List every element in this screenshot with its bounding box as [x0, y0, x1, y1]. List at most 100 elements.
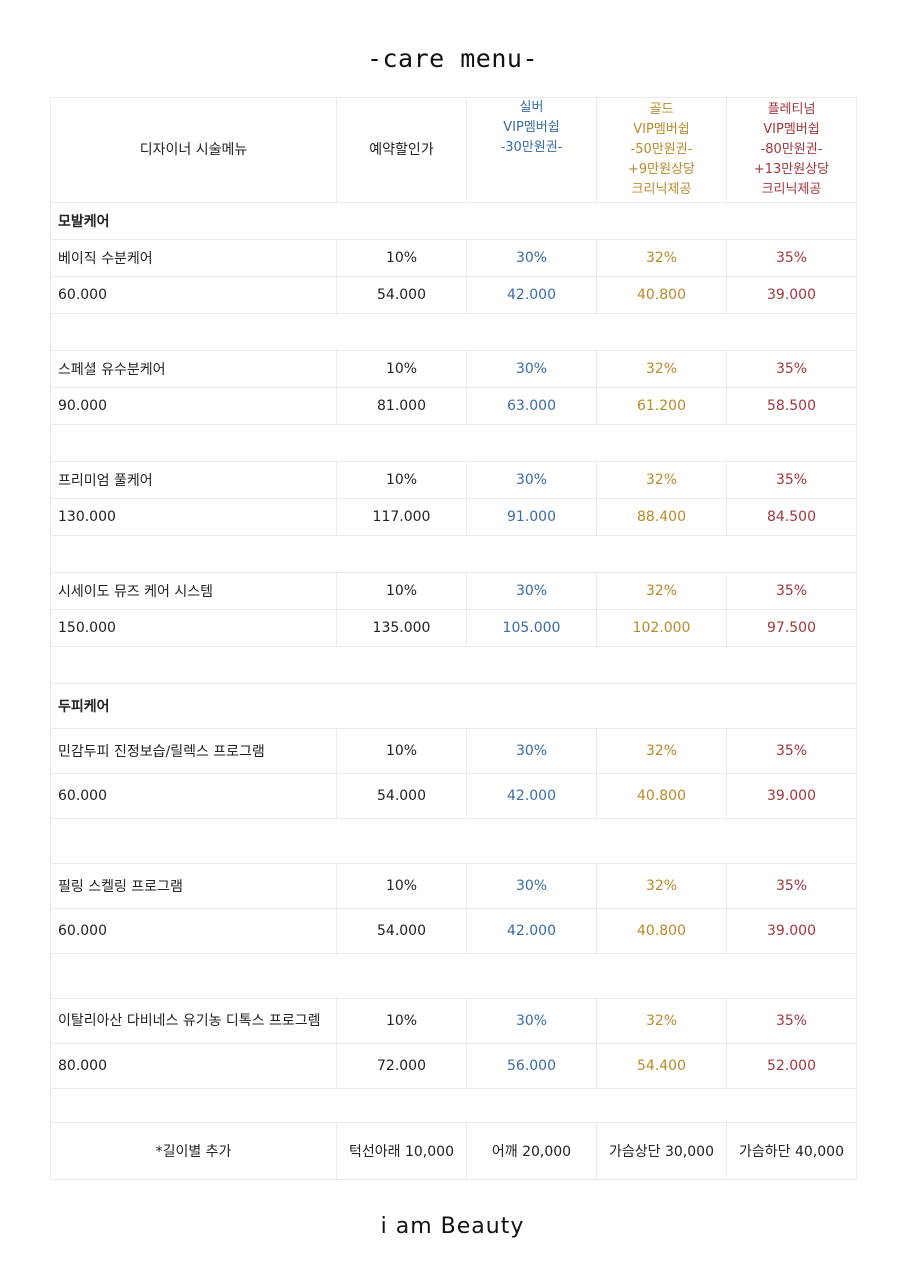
header-platinum-line: 플레티넘 [767, 102, 816, 117]
header-reserve-discount: 예약할인가 [336, 97, 467, 203]
header-silver-line: VIP멤버쉽 [503, 120, 560, 135]
table-row: 60.000 54.000 42.000 40.800 39.000 [50, 276, 857, 314]
rate-silver: 30% [466, 728, 597, 774]
price-silver: 105.000 [466, 609, 597, 647]
header-row: 디자이너 시술메뉴 예약할인가 실버 VIP멤버쉽 -30만원권- 골드 VIP… [50, 97, 857, 203]
price-silver: 42.000 [466, 773, 597, 819]
menu-name: 스페셜 유수분케어 [50, 350, 337, 388]
price-base: 80.000 [50, 1043, 337, 1089]
rate-platinum: 35% [726, 350, 857, 388]
price-gold: 40.800 [596, 773, 727, 819]
length-extra-label: *길이별 추가 [50, 1122, 337, 1180]
page-title: -care menu- [366, 44, 539, 73]
table-row: 130.000 117.000 91.000 88.400 84.500 [50, 498, 857, 536]
menu-name: 프리미엄 풀케어 [50, 461, 337, 499]
table-row: 필링 스켈링 프로그램 10% 30% 32% 35% [50, 863, 857, 909]
table-row: 스페셜 유수분케어 10% 30% 32% 35% [50, 350, 857, 388]
price-platinum: 39.000 [726, 773, 857, 819]
spacer-cell [50, 818, 857, 864]
price-platinum: 39.000 [726, 276, 857, 314]
category-label: 모발케어 [50, 202, 857, 240]
price-silver: 56.000 [466, 1043, 597, 1089]
rate-platinum: 35% [726, 572, 857, 610]
price-gold: 88.400 [596, 498, 727, 536]
price-silver: 63.000 [466, 387, 597, 425]
table-row: 60.000 54.000 42.000 40.800 39.000 [50, 773, 857, 819]
table-row: 90.000 81.000 63.000 61.200 58.500 [50, 387, 857, 425]
rate-reserve: 10% [336, 461, 467, 499]
care-menu-table: 디자이너 시술메뉴 예약할인가 실버 VIP멤버쉽 -30만원권- 골드 VIP… [50, 97, 857, 1180]
spacer-row [50, 1088, 857, 1123]
price-gold: 61.200 [596, 387, 727, 425]
header-silver: 실버 VIP멤버쉽 -30만원권- [466, 97, 597, 203]
length-extra-option: 어깨 20,000 [466, 1122, 597, 1180]
rate-gold: 32% [596, 350, 727, 388]
spacer-cell [50, 424, 857, 462]
menu-name: 베이직 수분케어 [50, 239, 337, 277]
table-row: 80.000 72.000 56.000 54.400 52.000 [50, 1043, 857, 1089]
spacer-row [50, 424, 857, 462]
length-extra-option: 턱선아래 10,000 [336, 1122, 467, 1180]
header-gold-line: +9만원상당 [627, 162, 695, 177]
rate-gold: 32% [596, 239, 727, 277]
header-silver-line: 실버 [519, 100, 544, 115]
category-row: 모발케어 [50, 202, 857, 240]
table-row: 시세이도 뮤즈 케어 시스템 10% 30% 32% 35% [50, 572, 857, 610]
price-reserve: 54.000 [336, 908, 467, 954]
category-label: 두피케어 [50, 683, 857, 729]
table-body: 디자이너 시술메뉴 예약할인가 실버 VIP멤버쉽 -30만원권- 골드 VIP… [50, 97, 857, 1180]
price-platinum: 58.500 [726, 387, 857, 425]
rate-gold: 32% [596, 461, 727, 499]
category-row: 두피케어 [50, 683, 857, 729]
header-platinum-line: 크리닉제공 [761, 182, 822, 197]
price-reserve: 135.000 [336, 609, 467, 647]
rate-reserve: 10% [336, 572, 467, 610]
rate-reserve: 10% [336, 998, 467, 1044]
spacer-cell [50, 953, 857, 999]
spacer-cell [50, 313, 857, 351]
header-gold-line: 크리닉제공 [631, 182, 692, 197]
length-extra-option: 가슴하단 40,000 [726, 1122, 857, 1180]
rate-platinum: 35% [726, 728, 857, 774]
rate-platinum: 35% [726, 461, 857, 499]
rate-gold: 32% [596, 572, 727, 610]
price-base: 60.000 [50, 908, 337, 954]
price-platinum: 39.000 [726, 908, 857, 954]
menu-name: 이탈리아산 다비네스 유기농 디톡스 프로그렘 [50, 998, 337, 1044]
header-silver-line: -30만원권- [500, 140, 563, 155]
rate-gold: 32% [596, 728, 727, 774]
menu-name: 필링 스켈링 프로그램 [50, 863, 337, 909]
rate-silver: 30% [466, 239, 597, 277]
length-extra-option: 가슴상단 30,000 [596, 1122, 727, 1180]
brand-footer: i am Beauty [380, 1214, 525, 1239]
header-gold-line: VIP멤버쉽 [633, 122, 690, 137]
header-gold-line: 골드 [649, 102, 674, 117]
rate-reserve: 10% [336, 350, 467, 388]
header-gold: 골드 VIP멤버쉽 -50만원권- +9만원상당 크리닉제공 [596, 97, 727, 203]
rate-platinum: 35% [726, 239, 857, 277]
table-row: 베이직 수분케어 10% 30% 32% 35% [50, 239, 857, 277]
rate-gold: 32% [596, 998, 727, 1044]
menu-name: 시세이도 뮤즈 케어 시스템 [50, 572, 337, 610]
header-menu: 디자이너 시술메뉴 [50, 97, 337, 203]
spacer-cell [50, 1088, 857, 1123]
price-base: 60.000 [50, 773, 337, 819]
header-platinum: 플레티넘 VIP멤버쉽 -80만원권- +13만원상당 크리닉제공 [726, 97, 857, 203]
price-reserve: 72.000 [336, 1043, 467, 1089]
table-row: 이탈리아산 다비네스 유기농 디톡스 프로그렘 10% 30% 32% 35% [50, 998, 857, 1044]
price-silver: 42.000 [466, 276, 597, 314]
price-silver: 42.000 [466, 908, 597, 954]
price-reserve: 81.000 [336, 387, 467, 425]
rate-silver: 30% [466, 461, 597, 499]
spacer-cell [50, 646, 857, 684]
price-reserve: 117.000 [336, 498, 467, 536]
price-gold: 54.400 [596, 1043, 727, 1089]
table-row: 150.000 135.000 105.000 102.000 97.500 [50, 609, 857, 647]
spacer-row [50, 646, 857, 684]
header-platinum-line: +13만원상당 [753, 162, 830, 177]
rate-platinum: 35% [726, 863, 857, 909]
rate-reserve: 10% [336, 728, 467, 774]
price-gold: 102.000 [596, 609, 727, 647]
table-row: 민감두피 진정보습/릴렉스 프로그램 10% 30% 32% 35% [50, 728, 857, 774]
rate-gold: 32% [596, 863, 727, 909]
